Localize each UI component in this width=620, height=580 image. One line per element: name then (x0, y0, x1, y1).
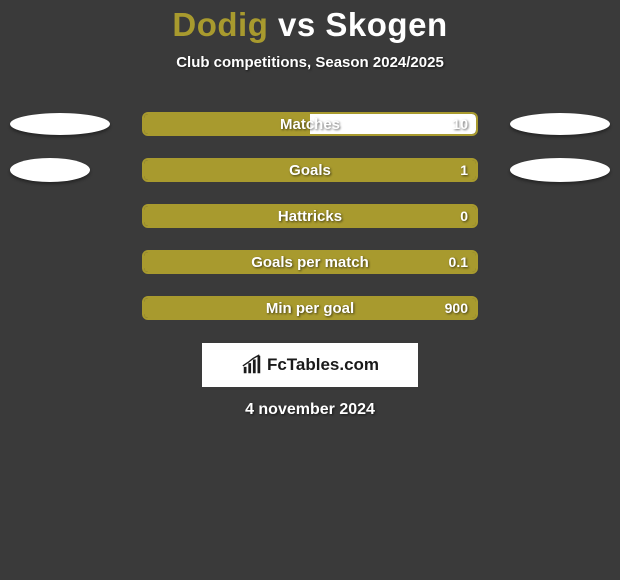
chart-icon (241, 354, 263, 376)
stat-row: Goals1 (0, 147, 620, 193)
logo-text: FcTables.com (267, 355, 379, 375)
stat-bar-right (310, 114, 476, 134)
stat-bar-left (144, 160, 476, 180)
title-player-left: Dodig (172, 6, 268, 43)
stat-bar (142, 250, 478, 274)
subtitle: Club competitions, Season 2024/2025 (0, 54, 620, 71)
player-right-marker (510, 158, 610, 182)
comparison-chart: Matches10Goals1Hattricks0Goals per match… (0, 101, 620, 331)
page-title: Dodig vs Skogen (0, 0, 620, 44)
stat-bar-left (144, 252, 476, 272)
stat-bar-left (144, 206, 476, 226)
stat-row: Matches10 (0, 101, 620, 147)
stat-bar (142, 158, 478, 182)
stat-bar (142, 112, 478, 136)
stat-bar (142, 204, 478, 228)
date-label: 4 november 2024 (0, 401, 620, 419)
stat-row: Hattricks0 (0, 193, 620, 239)
logo-box: FcTables.com (202, 343, 418, 387)
title-vs: vs (268, 6, 325, 43)
player-left-marker (10, 158, 90, 182)
title-player-right: Skogen (325, 6, 447, 43)
stat-bar (142, 296, 478, 320)
stat-row: Min per goal900 (0, 285, 620, 331)
stat-bar-left (144, 298, 476, 318)
player-right-marker (510, 113, 610, 135)
player-left-marker (10, 113, 110, 135)
stat-bar-left (144, 114, 310, 134)
stat-row: Goals per match0.1 (0, 239, 620, 285)
